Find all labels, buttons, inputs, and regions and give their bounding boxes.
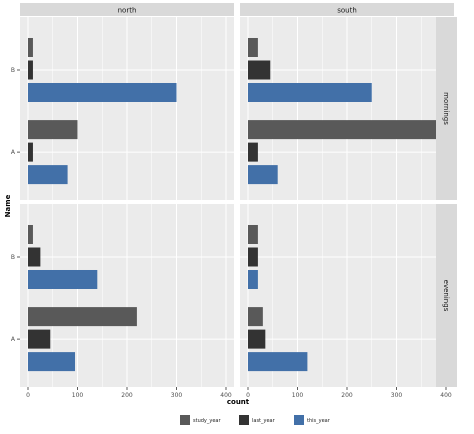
strip-background (240, 3, 454, 16)
panel-north-evenings (20, 204, 234, 387)
bar-north-mornings-A-study_year (28, 120, 78, 140)
strip-right-mornings: mornings (436, 17, 457, 200)
strip-label-north: north (118, 7, 137, 15)
panels-layer (20, 17, 454, 387)
bar-south-mornings-B-study_year (248, 37, 258, 57)
bar-north-evenings-A-study_year (28, 307, 137, 327)
bar-north-evenings-A-last_year (28, 329, 51, 349)
x-tick-label-north-300: 300 (171, 392, 183, 399)
bar-north-mornings-A-this_year (28, 165, 68, 185)
strip-background (436, 17, 457, 200)
legend: study_year last_year this_year (180, 415, 331, 425)
legend-label-study_year: study_year (193, 418, 221, 424)
x-tick-label-north-200: 200 (121, 392, 133, 399)
y-tick-label-mornings-A: A (11, 149, 16, 156)
strip-right-evenings: evenings (436, 204, 457, 387)
legend-swatch-study_year (180, 415, 190, 425)
panel-south-mornings (240, 17, 454, 200)
strip-background (436, 204, 457, 387)
x-axis-title: count (227, 398, 250, 406)
bar-south-mornings-A-last_year (248, 142, 258, 162)
bar-south-evenings-A-last_year (248, 329, 266, 349)
x-tick-label-south-100: 100 (292, 392, 304, 399)
panel-south-evenings (240, 204, 454, 387)
legend-label-this_year: this_year (307, 418, 331, 424)
x-tick-label-south-400: 400 (440, 392, 452, 399)
x-tick-label-north-0: 0 (26, 392, 30, 399)
bar-south-mornings-A-study_year (248, 120, 446, 140)
legend-item-last_year: last_year (239, 415, 276, 425)
bar-north-mornings-B-this_year (28, 82, 177, 102)
y-tick-label-evenings-B: B (11, 254, 15, 261)
bar-south-evenings-A-this_year (248, 352, 308, 372)
legend-item-study_year: study_year (180, 415, 221, 425)
x-tick-label-north-400: 400 (220, 392, 232, 399)
legend-label-last_year: last_year (252, 418, 276, 424)
strip-label-mornings: mornings (442, 92, 450, 125)
bar-north-evenings-B-last_year (28, 247, 41, 267)
bar-north-mornings-B-study_year (28, 37, 33, 57)
bar-north-evenings-A-this_year (28, 352, 76, 372)
strips-layer: north south mornings evenings (20, 3, 457, 387)
bar-south-evenings-B-study_year (248, 224, 258, 244)
legend-swatch-this_year (294, 415, 304, 425)
bar-north-evenings-B-this_year (28, 269, 98, 289)
bar-south-evenings-B-last_year (248, 247, 258, 267)
x-tick-label-south-0: 0 (246, 392, 250, 399)
x-tick-label-south-300: 300 (391, 392, 403, 399)
strip-background (20, 3, 234, 16)
strip-label-evenings: evenings (442, 280, 450, 312)
y-tick-label-evenings-A: A (11, 336, 16, 343)
legend-swatch-last_year (239, 415, 249, 425)
x-tick-label-south-200: 200 (341, 392, 353, 399)
bar-south-evenings-A-study_year (248, 307, 263, 327)
bar-south-evenings-B-this_year (248, 269, 258, 289)
legend-item-this_year: this_year (294, 415, 331, 425)
y-tick-label-mornings-B: B (11, 67, 15, 74)
strip-label-south: south (337, 7, 357, 15)
bar-south-mornings-A-this_year (248, 165, 278, 185)
y-axis-title: Name (4, 194, 12, 217)
axes-layer: A B A B 0 100 200 300 400 0 100 200 300 400 (11, 67, 452, 399)
bar-south-mornings-B-last_year (248, 60, 271, 80)
bar-south-mornings-B-this_year (248, 82, 372, 102)
strip-top-north: north (20, 3, 234, 16)
bar-north-evenings-B-study_year (28, 224, 33, 244)
bar-north-mornings-B-last_year (28, 60, 33, 80)
x-tick-label-north-100: 100 (72, 392, 84, 399)
strip-top-south: south (240, 3, 454, 16)
panel-north-mornings (20, 17, 234, 200)
bar-north-mornings-A-last_year (28, 142, 33, 162)
